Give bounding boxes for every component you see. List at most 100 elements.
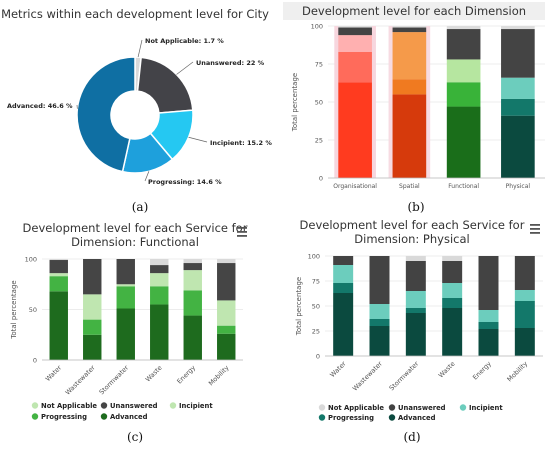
legend-label: Unanswered <box>110 402 158 410</box>
donut-slices <box>76 56 194 174</box>
y-axis-label: Total percentage <box>295 277 303 336</box>
bar-segment-organisational-4 <box>338 26 372 28</box>
hamburger-menu-icon[interactable] <box>530 224 540 234</box>
y-tick-label: 25 <box>315 137 323 145</box>
x-tick-label: Energy <box>175 364 197 386</box>
bar-segment-mobility-4 <box>217 259 236 264</box>
x-tick-label: Energy <box>471 360 493 382</box>
legend-label: Progressing <box>41 413 87 421</box>
x-tick-label: Physical <box>506 183 531 190</box>
y-tick-label: 0 <box>33 357 37 365</box>
x-tick-label: Stormwater <box>388 360 421 393</box>
bar-segment-stormwater-0 <box>116 308 135 360</box>
y-tick-label: 0 <box>319 175 323 183</box>
donut-connector <box>137 39 143 58</box>
donut-labels: Not Applicable: 1.7 % Unanswered: 22 % Inc… <box>7 37 272 186</box>
bar-segment-wastewater-1 <box>83 319 102 335</box>
bar-segment-wastewater-3 <box>369 256 390 304</box>
legend-marker-incipient <box>459 404 467 411</box>
legend-marker-incipient <box>169 402 177 409</box>
bar-segment-waste-0 <box>442 308 463 356</box>
donut-slice-unanswered <box>136 56 194 114</box>
bar-segment-organisational-2 <box>338 35 372 52</box>
bar-segment-water-2 <box>333 265 354 283</box>
bar-segment-water-0 <box>49 291 68 360</box>
bar-segment-waste-2 <box>150 273 169 287</box>
bar-segment-physical-0 <box>501 115 535 178</box>
chart-b-caption: (b) <box>407 200 424 214</box>
bar-segment-water-1 <box>49 276 68 292</box>
donut-label: Unanswered: 22 % <box>196 59 265 67</box>
bar-segment-stormwater-2 <box>116 284 135 287</box>
x-tick-label: Waste <box>437 360 457 380</box>
legend-marker-unanswered <box>388 404 396 411</box>
bar-segment-energy-2 <box>183 270 202 291</box>
bar-segment-wastewater-2 <box>83 294 102 320</box>
chart-c-title-line-2: Dimension: Functional <box>71 235 199 249</box>
y-axis-label: Total percentage <box>10 280 18 339</box>
chart-c-caption: (c) <box>127 430 143 444</box>
bar-segment-water-2 <box>49 273 68 277</box>
bar-segment-stormwater-4 <box>405 256 426 261</box>
bar-segment-functional-2 <box>446 59 481 83</box>
bar-segment-energy-4 <box>183 259 202 264</box>
y-tick-label: 25 <box>312 328 320 336</box>
legend-label: Incipient <box>179 402 213 410</box>
bar-segment-energy-1 <box>183 290 202 316</box>
bar-segment-energy-1 <box>478 322 499 329</box>
y-tick-label: 100 <box>308 253 320 261</box>
bar-segment-water-1 <box>333 283 354 293</box>
hamburger-menu-icon[interactable] <box>237 227 247 237</box>
bar-segment-physical-3 <box>501 29 535 78</box>
chart-c-plot: 0 50 100 Total percentage Water Wastewater Sto… <box>10 256 243 397</box>
legend-marker-progressing <box>31 413 39 420</box>
bar-segment-energy-3 <box>183 263 202 271</box>
x-tick-label: Organisational <box>333 183 377 190</box>
bar-segment-spatial-3 <box>392 27 427 33</box>
chart-b-title-bar <box>283 2 545 20</box>
bar-segment-stormwater-3 <box>116 259 135 285</box>
x-tick-label: Wastewater <box>351 360 384 393</box>
y-tick-label: 50 <box>312 303 320 311</box>
x-tick-label: Water <box>328 360 347 379</box>
x-tick-label: Wastewater <box>64 364 97 397</box>
x-tick-label: Spatial <box>399 183 420 190</box>
bar-segment-mobility-1 <box>514 301 535 328</box>
x-tick-label: Mobility <box>506 360 530 384</box>
bar-segment-organisational-1 <box>338 51 372 83</box>
chart-b-title: Development level for each Dimension <box>302 4 526 18</box>
bar-segment-stormwater-0 <box>405 313 426 356</box>
x-tick-label: Mobility <box>207 364 231 388</box>
bar-segment-functional-1 <box>446 82 481 107</box>
bar-segment-water-0 <box>333 293 354 356</box>
bar-segment-mobility-0 <box>514 328 535 356</box>
x-tick-label: Stormwater <box>98 364 131 397</box>
bar-segment-water-4 <box>49 259 68 261</box>
donut-connector <box>188 136 208 143</box>
legend-label: Not Applicable <box>328 404 384 412</box>
bar-segment-wastewater-1 <box>369 319 390 326</box>
bar-segment-spatial-4 <box>392 26 427 28</box>
legend-marker-advanced <box>388 414 396 421</box>
legend-marker-advanced <box>100 413 108 420</box>
panel-a-donut: Metrics within each development level fo… <box>1 7 272 214</box>
panel-d-stacked-bar: Development level for each Service for D… <box>295 218 543 444</box>
chart-a-caption: (a) <box>132 200 149 214</box>
bar-segment-physical-4 <box>501 26 535 30</box>
y-tick-label: 75 <box>312 278 320 286</box>
bar-segment-mobility-3 <box>514 256 535 290</box>
bar-segment-stormwater-1 <box>405 308 426 313</box>
chart-a-title: Metrics within each development level fo… <box>1 7 269 21</box>
bar-segment-mobility-2 <box>514 290 535 301</box>
bar-segment-physical-2 <box>501 77 535 99</box>
donut-label: Incipient: 15.2 % <box>210 139 272 147</box>
legend-marker-unanswered <box>100 402 108 409</box>
y-tick-label: 100 <box>25 256 37 264</box>
donut-label: Not Applicable: 1.7 % <box>145 37 224 45</box>
bar-segment-physical-1 <box>501 98 535 116</box>
bar-segment-waste-4 <box>442 256 463 261</box>
legend-label: Advanced <box>398 414 436 422</box>
bar-segment-wastewater-2 <box>369 304 390 319</box>
bar-segment-wastewater-0 <box>369 326 390 356</box>
